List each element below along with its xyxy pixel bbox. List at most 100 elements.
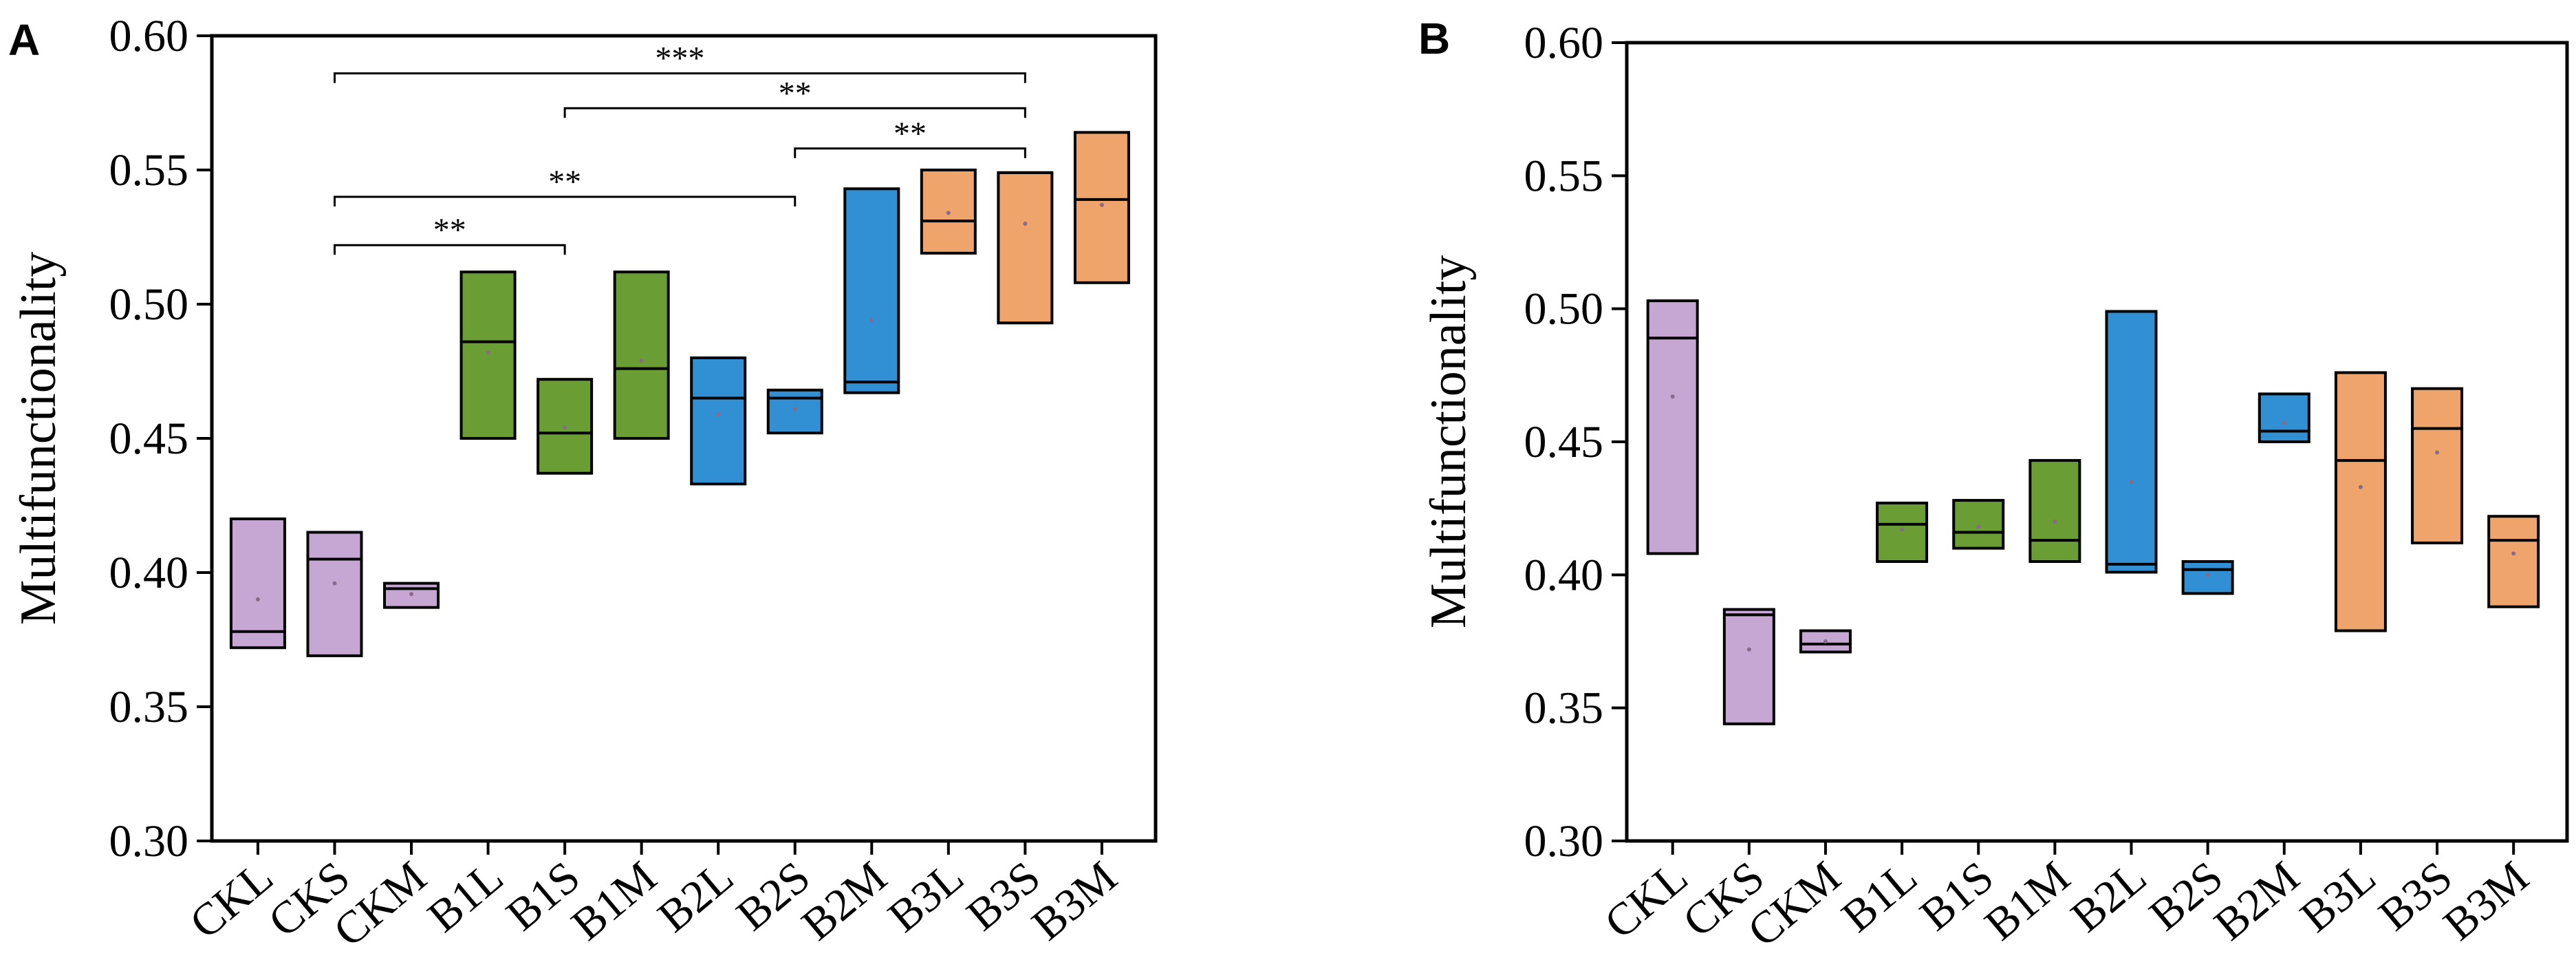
x-tick-label: CKL: [181, 852, 283, 949]
y-tick-label: 0.60: [1524, 18, 1604, 68]
y-tick-label: 0.55: [1524, 151, 1604, 201]
mean-marker: [792, 407, 797, 412]
box-rect: [229, 518, 286, 650]
panel-a: A Multifunctionality 0.30 0.35 0.40 0.45 0.50 0…: [8, 11, 1158, 957]
y-tick-label: 0.35: [109, 682, 189, 732]
box-rect: [766, 388, 823, 435]
box-rect: [613, 270, 670, 440]
mean-marker: [1900, 527, 1905, 532]
mean-marker: [1746, 647, 1751, 652]
significance-label: **: [433, 212, 466, 248]
significance-bracket: **: [333, 212, 566, 255]
mean-marker: [1099, 202, 1104, 207]
box-rect: [1722, 608, 1775, 725]
mean-marker: [332, 581, 337, 586]
mean-marker: [409, 592, 414, 597]
plot-frame: [1625, 41, 2569, 843]
x-tick-label: B1L: [418, 852, 512, 942]
significance-bracket: **: [794, 116, 1026, 158]
significance-label: **: [779, 75, 812, 111]
mean-marker: [2129, 480, 2134, 484]
box-rect: [2258, 392, 2310, 444]
y-tick-label: 0.45: [109, 414, 189, 464]
box-b2l: [690, 356, 747, 486]
mean-marker: [1023, 222, 1028, 226]
bracket-line: [333, 244, 566, 255]
bracket-line: [563, 107, 1026, 118]
mean-marker: [486, 350, 490, 355]
box-rect: [2028, 459, 2081, 563]
plot-frame: [210, 34, 1158, 843]
box-ckl: [1646, 299, 1699, 555]
mean-marker: [2358, 484, 2363, 489]
box-b1l: [1876, 501, 1929, 564]
box-ckl: [229, 518, 286, 650]
mean-marker: [1823, 639, 1828, 643]
x-tick-label: B3L: [2291, 852, 2385, 942]
mean-marker: [2053, 520, 2057, 524]
x-tick-label: B2M: [792, 852, 896, 950]
mean-marker: [2205, 573, 2210, 577]
x-tick-label: B2L: [2061, 852, 2156, 942]
box-cks: [306, 531, 363, 657]
significance-bracket: **: [563, 75, 1026, 118]
mean-marker: [639, 358, 644, 363]
x-tick-label: B2L: [649, 852, 743, 942]
box-b2s: [2181, 560, 2234, 595]
mean-marker: [1670, 394, 1675, 399]
x-tick-label: B2M: [2205, 852, 2309, 950]
box-rect: [997, 171, 1054, 325]
y-tick-label: 0.30: [1524, 816, 1604, 866]
box-rect: [1073, 131, 1130, 284]
x-tick-label: B1M: [1976, 852, 2079, 950]
box-b2l: [2105, 310, 2158, 574]
box-rect: [2334, 371, 2387, 632]
box-b3m: [2487, 515, 2540, 608]
box-b2m: [843, 187, 900, 394]
mean-marker: [2282, 420, 2286, 425]
y-axis-label: Multifunctionality: [10, 252, 67, 626]
mean-marker: [2511, 551, 2516, 556]
box-b1m: [613, 270, 670, 440]
box-b1s: [537, 378, 594, 475]
box-cks: [1722, 608, 1775, 725]
mean-marker: [1976, 524, 1981, 529]
box-rect: [2411, 387, 2464, 544]
y-tick-label: 0.50: [1524, 284, 1604, 334]
box-ckm: [1799, 629, 1852, 654]
mean-marker: [716, 412, 721, 416]
x-tick-label: B1L: [1832, 852, 1927, 942]
bracket-line: [333, 72, 1026, 83]
box-rect: [1876, 501, 1929, 564]
box-b1m: [2028, 459, 2081, 563]
x-tick-label: B3L: [879, 852, 973, 942]
significance-bracket: **: [333, 164, 797, 206]
box-b2s: [766, 388, 823, 435]
box-rect: [843, 187, 900, 394]
y-axis-label: Multifunctionality: [1420, 255, 1477, 629]
box-b2m: [2258, 392, 2310, 444]
x-tick-label: B1M: [562, 852, 666, 950]
y-tick-label: 0.50: [109, 279, 189, 330]
y-tick-label: 0.40: [1524, 550, 1604, 600]
x-tick-label: CKL: [1595, 852, 1697, 949]
x-tick-label: B3M: [2434, 852, 2538, 950]
mean-marker: [946, 211, 951, 215]
box-rect: [1952, 499, 2005, 550]
y-tick-label: 0.55: [109, 145, 189, 195]
box-rect: [306, 531, 363, 657]
y-tick-label: 0.30: [109, 816, 189, 866]
box-rect: [459, 270, 517, 440]
box-rect: [2105, 310, 2158, 574]
box-rect: [690, 356, 747, 486]
significance-label: **: [548, 164, 581, 200]
box-rect: [1646, 299, 1699, 555]
mean-marker: [2435, 450, 2440, 455]
y-tick-label: 0.40: [109, 548, 189, 598]
significance-label: **: [894, 116, 927, 152]
panel-letter: B: [1418, 14, 1450, 63]
box-b3s: [2411, 387, 2464, 544]
panel-b: B Multifunctionality 0.30 0.35 0.40 0.45 0.50 0…: [1418, 14, 2569, 957]
y-tick-label: 0.60: [109, 11, 189, 61]
box-b1l: [459, 270, 517, 440]
